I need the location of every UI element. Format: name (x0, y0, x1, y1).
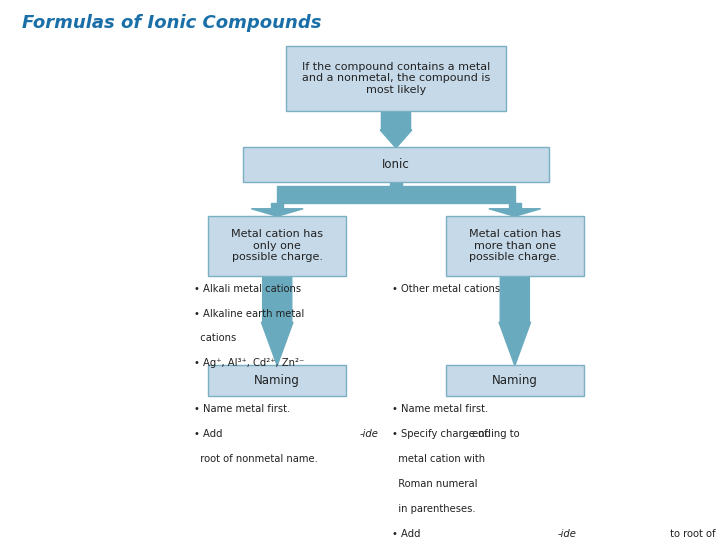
Text: Naming: Naming (254, 374, 300, 387)
Text: root of nonmetal name.: root of nonmetal name. (194, 454, 318, 464)
Text: • Add: • Add (392, 529, 424, 539)
Text: metal cation with: metal cation with (392, 454, 485, 464)
FancyBboxPatch shape (446, 215, 583, 275)
Text: Formulas of Ionic Compounds: Formulas of Ionic Compounds (22, 14, 321, 31)
Text: • Name metal first.: • Name metal first. (194, 404, 291, 415)
FancyBboxPatch shape (286, 45, 506, 111)
Text: cations: cations (194, 333, 237, 343)
Polygon shape (380, 111, 412, 148)
FancyBboxPatch shape (209, 215, 346, 275)
Polygon shape (499, 275, 531, 366)
FancyBboxPatch shape (209, 365, 346, 396)
Text: Ionic: Ionic (382, 158, 410, 171)
Text: • Add: • Add (194, 429, 226, 440)
Text: ending to: ending to (469, 429, 520, 440)
Text: • Name metal first.: • Name metal first. (392, 404, 489, 415)
Text: • Other metal cations: • Other metal cations (392, 284, 500, 294)
Text: • Alkaline earth metal: • Alkaline earth metal (194, 308, 305, 319)
Polygon shape (489, 209, 541, 216)
Text: Roman numeral: Roman numeral (392, 479, 478, 489)
Polygon shape (261, 275, 293, 366)
Polygon shape (509, 204, 521, 209)
Text: • Ag⁺, Al³⁺, Cd²⁺, Zn²⁻: • Ag⁺, Al³⁺, Cd²⁺, Zn²⁻ (194, 359, 305, 368)
FancyBboxPatch shape (243, 147, 549, 182)
Polygon shape (277, 186, 515, 204)
Text: -ide: -ide (359, 429, 378, 440)
Text: Naming: Naming (492, 374, 538, 387)
Text: to root of: to root of (667, 529, 716, 539)
Polygon shape (271, 204, 283, 209)
Text: Metal cation has
only one
possible charge.: Metal cation has only one possible charg… (231, 229, 323, 262)
Polygon shape (251, 209, 303, 216)
Text: • Alkali metal cations: • Alkali metal cations (194, 284, 302, 294)
FancyBboxPatch shape (446, 365, 583, 396)
Text: • Specify charge of: • Specify charge of (392, 429, 488, 440)
Text: -ide: -ide (557, 529, 576, 539)
Polygon shape (390, 181, 402, 186)
Text: If the compound contains a metal
and a nonmetal, the compound is
most likely: If the compound contains a metal and a n… (302, 62, 490, 95)
Text: in parentheses.: in parentheses. (392, 504, 476, 514)
Text: Metal cation has
more than one
possible charge.: Metal cation has more than one possible … (469, 229, 561, 262)
